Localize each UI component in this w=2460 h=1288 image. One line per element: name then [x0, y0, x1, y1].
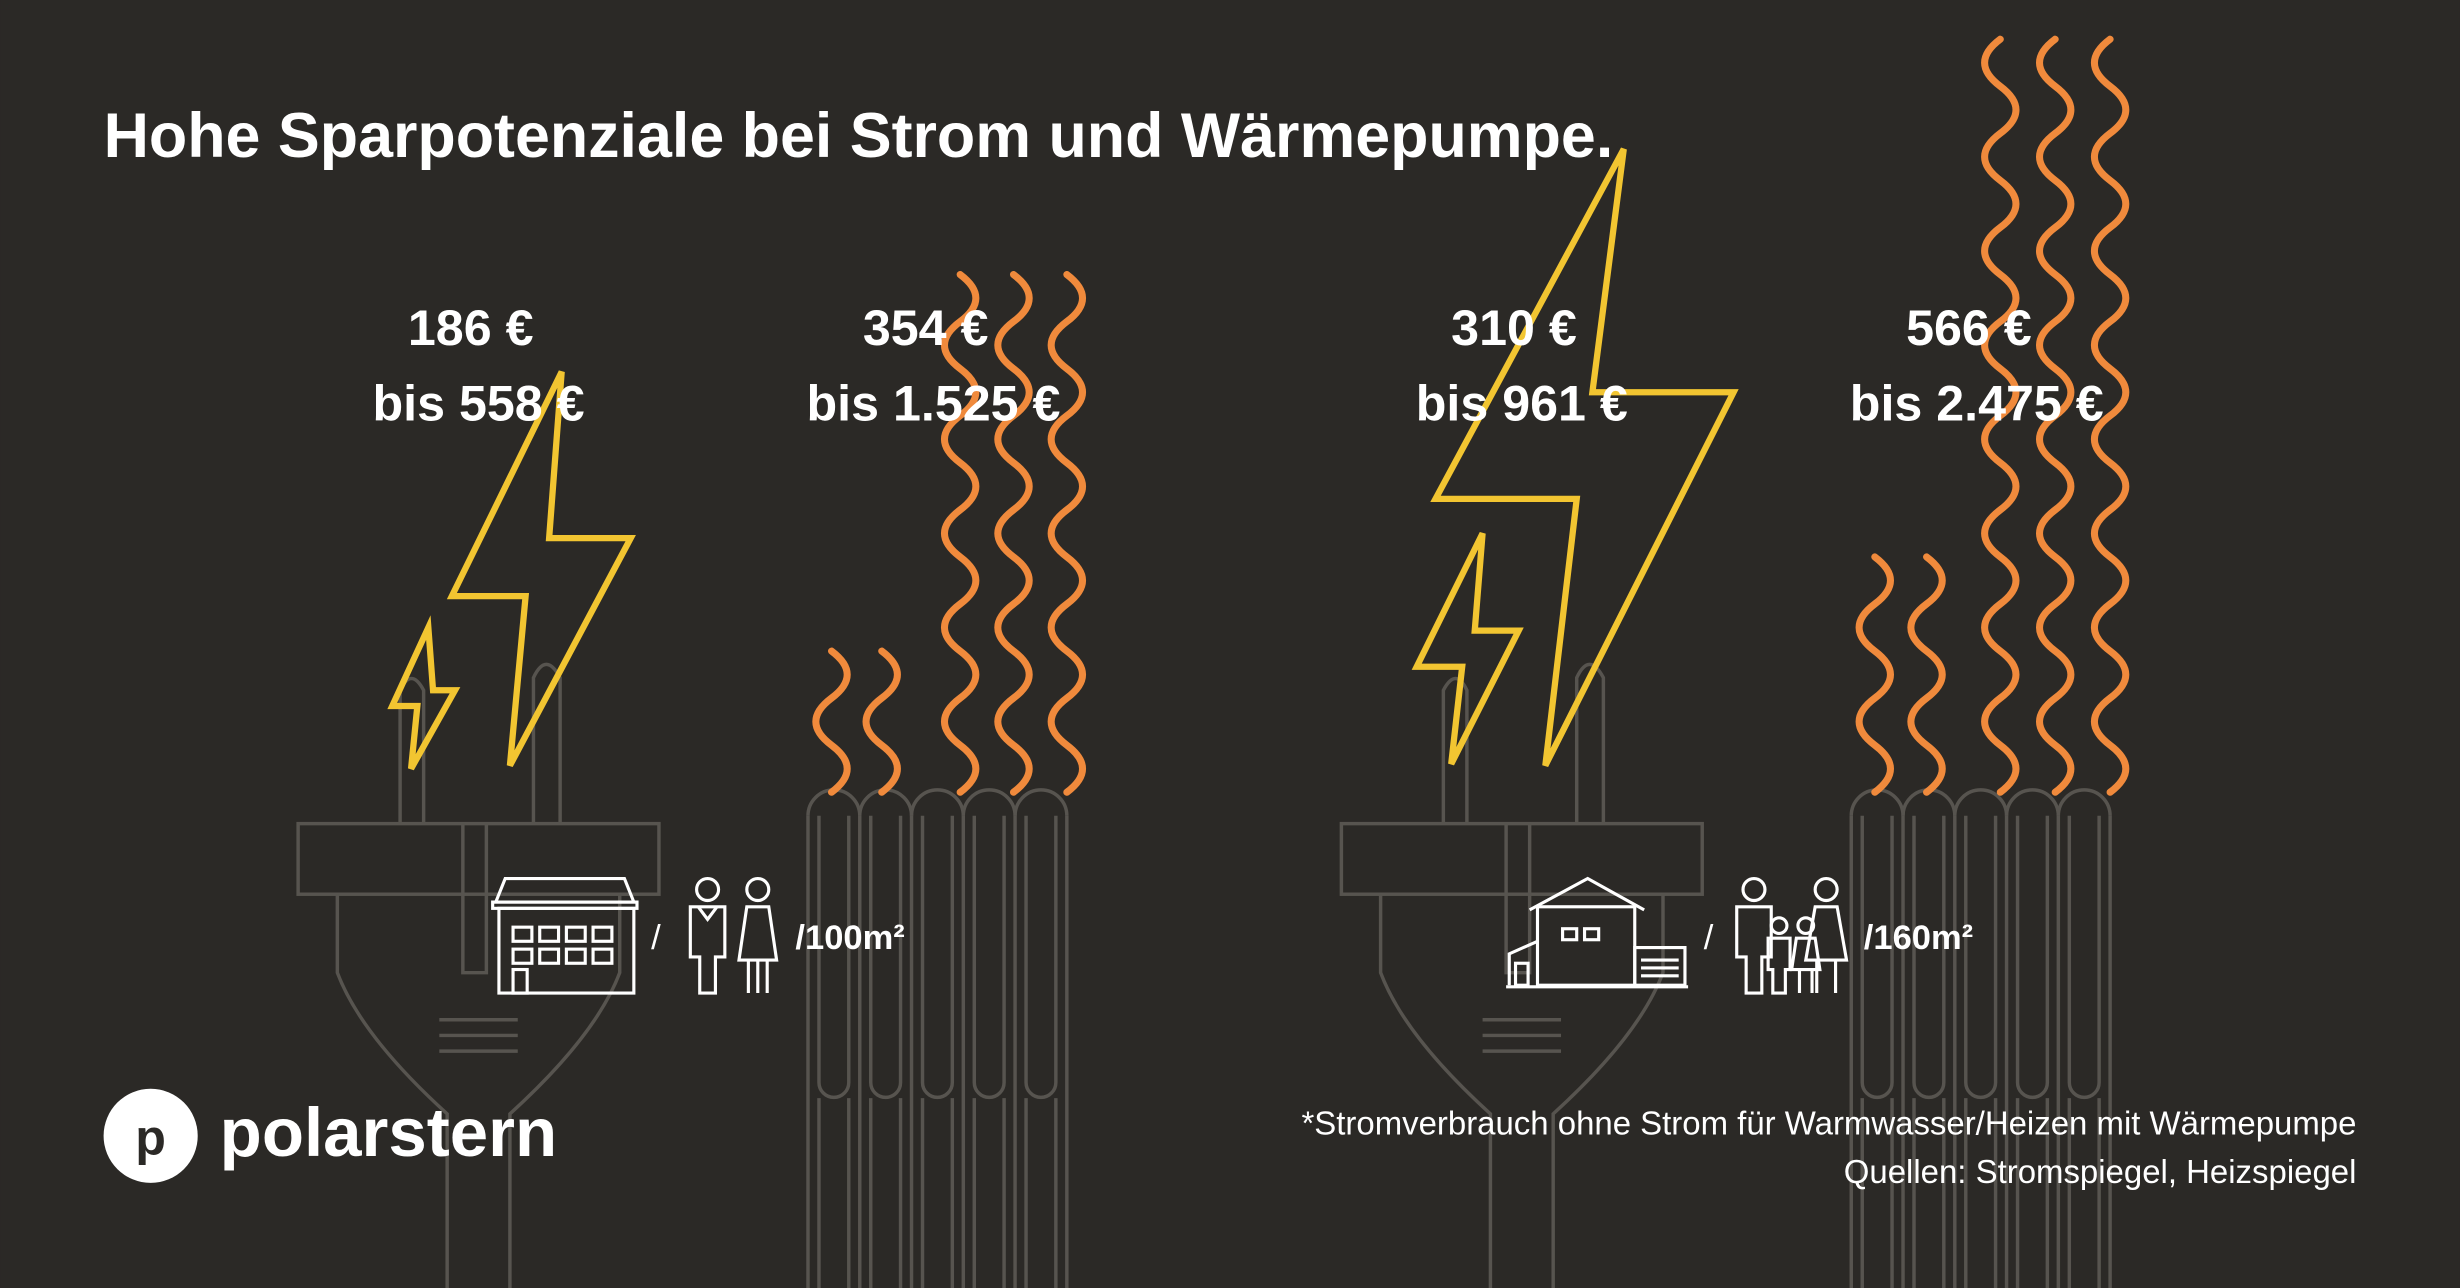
per-area: /160m²: [1864, 919, 1973, 957]
separator: /: [1704, 919, 1714, 957]
lightning-bolt-icon: [1430, 147, 1739, 767]
heat-wave: [1981, 35, 2020, 796]
price-to: bis 558 €: [373, 375, 585, 431]
heat-wave: [994, 271, 1033, 796]
family-icon: [1735, 876, 1849, 995]
logo-name: polarstern: [220, 1094, 557, 1171]
heat-wave: [862, 647, 901, 796]
price-from: 186 €: [408, 300, 534, 356]
price-from: 566 €: [1906, 300, 2032, 356]
house-icon: [1506, 876, 1689, 989]
lightning-bolt-icon: [1411, 532, 1524, 766]
separator: /: [651, 919, 661, 957]
lightning-bolt-icon: [446, 370, 636, 768]
heat-wave: [2036, 35, 2075, 796]
power-plug-icon: [1339, 662, 1704, 1288]
couple-icon: [688, 876, 779, 995]
price-from: 354 €: [863, 300, 989, 356]
polarstern-logo: p polarstern: [103, 1088, 557, 1183]
heating-coil-icon: [806, 788, 1069, 1288]
heat-wave: [1907, 553, 1946, 796]
heat-wave: [1855, 553, 1894, 796]
footnote: *Stromverbrauch ohne Strom für Warmwasse…: [1301, 1104, 2356, 1141]
price-from: 310 €: [1451, 300, 1577, 356]
heat-wave: [812, 647, 851, 796]
price-to: bis 2.475 €: [1850, 375, 2104, 431]
heat-wave: [941, 271, 980, 796]
per-area: /100m²: [795, 919, 904, 957]
heating-coil-icon: [1849, 788, 2112, 1288]
price-to: bis 961 €: [1416, 375, 1628, 431]
price-to: bis 1.525 €: [807, 375, 1061, 431]
page-title: Hohe Sparpotenziale bei Strom und Wärmep…: [104, 101, 1614, 171]
apartment-building-icon: [491, 876, 639, 995]
lightning-bolt-icon: [387, 615, 461, 771]
heat-wave: [2091, 35, 2130, 796]
heat-waves: [812, 35, 2130, 796]
logo-mark: p: [135, 1110, 166, 1166]
sources: Quellen: Stromspiegel, Heizspiegel: [1844, 1153, 2357, 1190]
heat-wave: [1047, 271, 1086, 796]
